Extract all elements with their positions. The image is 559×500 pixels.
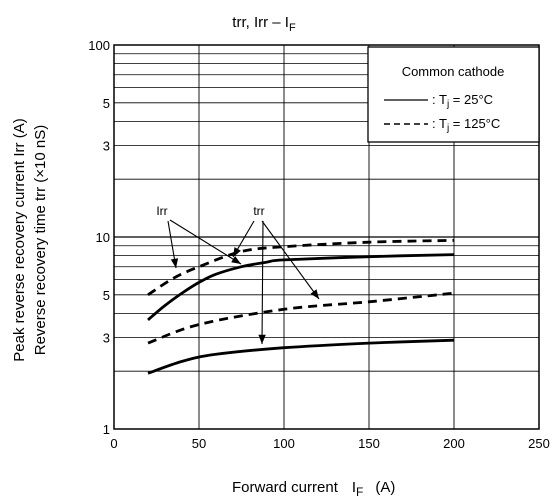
gridlines: [114, 45, 539, 429]
annotations: Irr trr: [156, 204, 320, 345]
y-tick-label: 3: [103, 138, 110, 153]
arrow-irr-25: [169, 219, 242, 265]
legend-entry-125c-sub: j: [446, 123, 449, 134]
x-tick-label: 0: [110, 436, 117, 451]
y-axis-label-line2: Reverse recovery time trr (×10 nS): [32, 125, 49, 356]
legend-box: [367, 46, 540, 143]
legend-title: Common cathode: [402, 64, 505, 79]
chart-title-subscript: F: [289, 22, 296, 34]
data-series: [147, 239, 455, 375]
y-tick-label: 3: [103, 330, 110, 345]
arrow-irr-25-head: [231, 256, 241, 264]
x-tick-label: 150: [358, 436, 380, 451]
legend-entry-25c: : Tj = 25°C: [432, 92, 493, 110]
y-tick-label: 1: [103, 422, 110, 437]
arrow-irr-125-head: [170, 258, 179, 268]
x-axis-label: Forward current IF (A): [232, 479, 395, 499]
legend-entry-25c-sub: j: [446, 99, 449, 110]
y-tick-label: 5: [103, 96, 110, 111]
legend: Common cathode : Tj = 25°C : Tj = 125°C: [367, 46, 540, 143]
x-tick-label: 50: [192, 436, 206, 451]
x-tick-label: 100: [273, 436, 295, 451]
series-line-irr-25: [147, 253, 455, 321]
series-line-trr-125: [147, 291, 455, 345]
irr-annotation-label: Irr: [156, 204, 167, 218]
y-tick-label: 5: [103, 288, 110, 303]
arrow-trr-from-irr-head: [233, 247, 241, 257]
annotation-arrows: [167, 219, 320, 345]
x-tick-label: 200: [443, 436, 465, 451]
series-line-trr-25: [147, 338, 455, 375]
plot-frame: [113, 44, 540, 430]
arrow-trr-125-head: [310, 289, 319, 299]
arrow-trr-125: [261, 220, 320, 300]
y-axis-label-line1: Peak reverse recovery current Irr (A): [11, 118, 28, 361]
x-tick-label: 250: [528, 436, 550, 451]
y-tick-label: 100: [88, 38, 110, 53]
tick-labels: 0 50 100 150 200 250 1 3 5 10 3 5 100: [88, 38, 550, 451]
y-tick-label: 10: [96, 230, 110, 245]
arrow-trr-25-head: [258, 334, 266, 344]
arrow-trr-25: [261, 220, 264, 345]
legend-entry-125c: : Tj = 125°C: [432, 116, 500, 134]
chart-title: trr, Irr – IF: [232, 14, 296, 34]
x-axis-label-subscript: F: [356, 485, 363, 499]
trr-annotation-label: trr: [253, 204, 264, 218]
series-line-irr-125: [147, 239, 455, 296]
